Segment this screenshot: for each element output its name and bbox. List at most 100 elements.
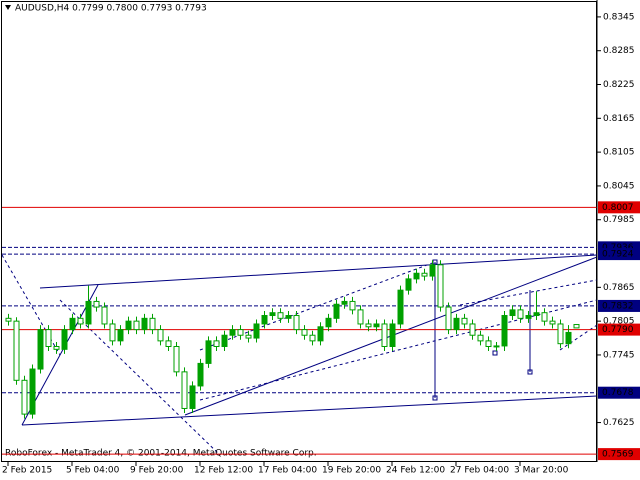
candle-body	[445, 306, 452, 331]
level-tag	[598, 299, 640, 312]
candle-body	[133, 320, 140, 331]
candle-body	[549, 320, 556, 325]
candle-body	[565, 331, 572, 345]
candle-body	[261, 315, 268, 325]
candle-body	[461, 317, 468, 325]
candle-body	[429, 264, 436, 277]
candle-body	[453, 317, 460, 331]
candle-body	[93, 300, 100, 308]
y-tick-label: 0.8165	[603, 114, 635, 124]
level-label: 0.7569	[602, 450, 634, 460]
candle-body	[277, 312, 284, 319]
x-tick-label: 19 Feb 20:00	[322, 466, 381, 476]
level-label: 0.7790	[602, 325, 634, 335]
candle-body	[493, 345, 500, 348]
candle-body	[173, 346, 180, 373]
y-tick-label: 0.8285	[603, 46, 635, 56]
candle-body	[157, 329, 164, 342]
candle-body	[125, 320, 132, 331]
x-tick-label: 12 Feb 12:00	[194, 466, 253, 476]
candle-body	[373, 323, 380, 328]
level-label: 0.8007	[602, 203, 634, 213]
y-tick-label: 0.7745	[603, 350, 635, 360]
candle-body	[541, 312, 548, 322]
candle-body	[557, 323, 564, 345]
y-tick-label: 0.7625	[603, 418, 635, 428]
candle-body	[285, 315, 292, 319]
candle-body	[109, 323, 116, 342]
candle-body	[37, 329, 44, 370]
candle-body	[333, 303, 340, 319]
candle-body	[189, 385, 196, 409]
anchor-point	[527, 369, 533, 375]
candle-body	[45, 329, 52, 348]
x-tick-label: 2 Feb 2015	[2, 466, 52, 476]
anchor-point	[432, 395, 438, 401]
level-tag	[598, 323, 640, 336]
y-tick-label: 0.8045	[603, 181, 635, 191]
level-tag	[598, 448, 640, 461]
candle-body	[165, 340, 172, 347]
candle-body	[421, 272, 428, 277]
trendline	[21, 395, 598, 426]
candle-body	[69, 317, 76, 331]
x-tick-label: 17 Feb 04:00	[258, 466, 317, 476]
candle-body	[301, 329, 308, 336]
channel-line	[199, 299, 598, 401]
candle-body	[141, 317, 148, 331]
candle-body	[381, 323, 388, 347]
candle-body	[309, 334, 316, 342]
candle-body	[469, 323, 476, 336]
candle-body	[101, 306, 108, 325]
candle-body	[13, 320, 20, 381]
candle-body	[533, 312, 540, 317]
anchor-point	[492, 350, 498, 356]
candle-body	[509, 309, 516, 317]
dropdown-icon[interactable]	[5, 5, 11, 10]
candle-body	[437, 264, 444, 308]
candle-body	[221, 334, 228, 348]
x-tick-label: 24 Feb 12:00	[386, 466, 445, 476]
candle-body	[85, 300, 92, 325]
level-label: 0.7936	[602, 243, 634, 253]
candle-body	[181, 371, 188, 409]
candle-body	[397, 289, 404, 325]
candle-body	[517, 309, 524, 319]
candle-body	[237, 329, 244, 336]
y-tick-label: 0.7865	[603, 283, 635, 293]
candle-body	[213, 340, 220, 347]
level-label: 0.7678	[602, 388, 634, 398]
candle-body	[317, 326, 324, 342]
chart-header: AUDUSD,H4 0.7799 0.7800 0.7793 0.7793	[15, 4, 207, 14]
candle-body	[269, 312, 276, 317]
trendline	[39, 254, 598, 289]
candle-body	[341, 300, 348, 305]
candle-body	[197, 362, 204, 387]
candle-body	[21, 379, 28, 415]
candle-body	[413, 272, 420, 280]
y-tick-label: 0.8345	[603, 12, 635, 22]
candle-body	[53, 346, 60, 350]
x-tick-label: 9 Feb 20:00	[130, 466, 184, 476]
candle-body	[253, 323, 260, 339]
candle-body	[29, 368, 36, 415]
candle-body	[389, 323, 396, 347]
candle-body	[117, 329, 124, 342]
candle-body	[573, 324, 580, 329]
level-label: 0.7832	[602, 301, 634, 311]
y-tick-label: 0.7985	[603, 215, 635, 225]
candle-body	[501, 315, 508, 347]
candle-body	[245, 334, 252, 339]
y-tick-label: 0.8225	[603, 80, 635, 90]
candle-body	[365, 323, 372, 328]
candle-body	[525, 315, 532, 319]
candle-body	[405, 278, 412, 291]
candle-body	[293, 315, 300, 331]
x-tick-label: 5 Feb 04:00	[66, 466, 120, 476]
x-tick-label: 27 Feb 04:00	[450, 466, 509, 476]
level-label: 0.7924	[602, 250, 634, 260]
candle-body	[77, 317, 84, 325]
x-tick-label: 3 Mar 20:00	[514, 466, 569, 476]
